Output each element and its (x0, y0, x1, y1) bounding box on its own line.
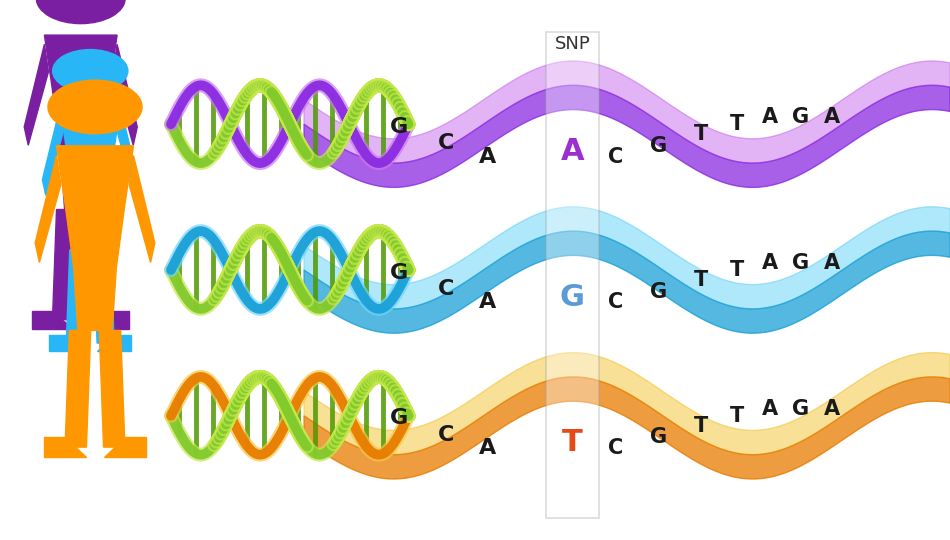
Polygon shape (52, 210, 77, 320)
Polygon shape (97, 335, 131, 351)
Text: T: T (731, 114, 745, 134)
Polygon shape (100, 330, 125, 447)
Polygon shape (304, 353, 950, 455)
Polygon shape (66, 250, 86, 343)
Text: T: T (694, 269, 709, 290)
Polygon shape (304, 231, 950, 333)
Circle shape (48, 80, 142, 134)
Text: G: G (390, 117, 408, 137)
Text: C: C (608, 146, 623, 167)
Polygon shape (304, 61, 950, 163)
Polygon shape (304, 207, 950, 309)
Text: G: G (792, 107, 809, 127)
Text: T: T (694, 124, 709, 144)
Polygon shape (35, 156, 61, 262)
Polygon shape (25, 44, 48, 145)
Polygon shape (44, 437, 86, 457)
Text: A: A (762, 253, 777, 273)
Text: G: G (560, 282, 585, 312)
FancyBboxPatch shape (546, 32, 598, 518)
Text: C: C (438, 133, 455, 153)
Polygon shape (304, 85, 950, 187)
Polygon shape (57, 146, 133, 330)
Text: C: C (608, 292, 623, 313)
Polygon shape (89, 310, 129, 329)
Text: C: C (438, 279, 455, 299)
Text: G: G (792, 253, 809, 273)
Polygon shape (65, 330, 91, 447)
Text: G: G (650, 136, 667, 156)
Polygon shape (60, 102, 121, 250)
Text: A: A (762, 399, 777, 419)
Polygon shape (113, 44, 137, 145)
Polygon shape (43, 110, 63, 195)
Text: SNP: SNP (555, 35, 590, 53)
Polygon shape (129, 156, 155, 262)
Text: G: G (390, 408, 408, 429)
Text: G: G (650, 427, 667, 448)
Text: G: G (390, 262, 408, 283)
Circle shape (36, 0, 125, 24)
Polygon shape (104, 437, 146, 457)
Text: A: A (762, 107, 777, 127)
Text: C: C (438, 424, 455, 445)
Text: C: C (608, 438, 623, 458)
Circle shape (52, 50, 128, 92)
Polygon shape (118, 110, 138, 195)
Text: G: G (650, 281, 667, 302)
Text: A: A (825, 399, 840, 419)
Text: G: G (792, 399, 809, 419)
Text: A: A (479, 438, 496, 458)
Polygon shape (85, 210, 109, 320)
Polygon shape (94, 250, 114, 343)
Text: T: T (731, 260, 745, 280)
Polygon shape (32, 310, 73, 329)
Text: A: A (560, 137, 584, 166)
Text: T: T (694, 415, 709, 436)
Polygon shape (49, 335, 84, 351)
Text: A: A (825, 253, 840, 273)
Text: T: T (562, 428, 582, 457)
Polygon shape (304, 377, 950, 479)
Text: A: A (825, 107, 840, 127)
Text: A: A (479, 146, 496, 167)
Text: A: A (479, 292, 496, 313)
Text: T: T (731, 406, 745, 426)
Polygon shape (45, 35, 117, 210)
